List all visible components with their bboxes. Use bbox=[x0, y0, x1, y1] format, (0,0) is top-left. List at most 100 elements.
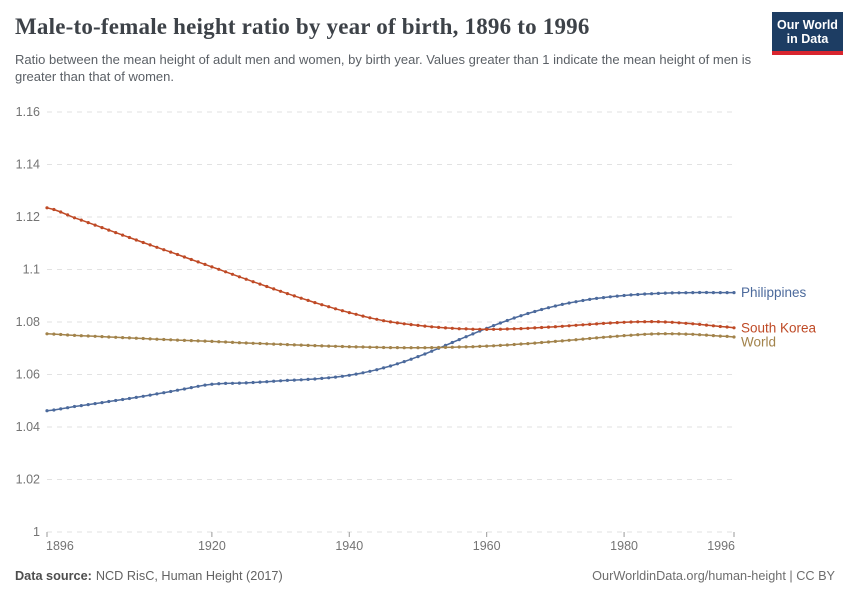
series-line-philippines[interactable] bbox=[46, 291, 735, 412]
data-point[interactable] bbox=[121, 397, 125, 402]
data-point[interactable] bbox=[86, 403, 90, 407]
data-point[interactable] bbox=[512, 327, 516, 331]
data-point[interactable] bbox=[574, 300, 578, 304]
data-point[interactable] bbox=[258, 341, 262, 346]
data-point[interactable] bbox=[546, 340, 551, 344]
data-point[interactable] bbox=[127, 235, 131, 240]
data-point[interactable] bbox=[162, 337, 166, 342]
series-points-world[interactable] bbox=[45, 332, 736, 350]
data-point[interactable] bbox=[684, 321, 688, 325]
data-point[interactable] bbox=[588, 322, 592, 326]
data-point[interactable] bbox=[416, 323, 420, 327]
data-point[interactable] bbox=[533, 341, 537, 345]
data-point[interactable] bbox=[691, 322, 695, 326]
data-point[interactable] bbox=[533, 309, 537, 314]
data-point[interactable] bbox=[711, 324, 716, 328]
data-point[interactable] bbox=[670, 332, 674, 336]
data-point[interactable] bbox=[526, 342, 530, 346]
data-point[interactable] bbox=[320, 303, 324, 307]
data-point[interactable] bbox=[59, 332, 63, 337]
data-point[interactable] bbox=[567, 301, 571, 305]
data-point[interactable] bbox=[498, 327, 502, 331]
data-point[interactable] bbox=[505, 318, 509, 323]
data-point[interactable] bbox=[196, 339, 200, 343]
data-point[interactable] bbox=[292, 343, 296, 347]
series-label-south-korea[interactable]: South Korea bbox=[741, 320, 817, 335]
data-point[interactable] bbox=[409, 346, 413, 350]
data-point[interactable] bbox=[375, 345, 379, 349]
data-point[interactable] bbox=[272, 342, 276, 346]
data-point[interactable] bbox=[533, 326, 537, 330]
data-point[interactable] bbox=[230, 272, 235, 276]
data-point[interactable] bbox=[457, 327, 461, 331]
data-point[interactable] bbox=[210, 339, 214, 343]
data-point[interactable] bbox=[285, 343, 289, 347]
data-point[interactable] bbox=[79, 334, 83, 338]
data-point[interactable] bbox=[567, 338, 571, 342]
data-point[interactable] bbox=[464, 327, 468, 331]
data-point[interactable] bbox=[492, 324, 496, 328]
data-point[interactable] bbox=[306, 298, 310, 302]
data-point[interactable] bbox=[395, 321, 399, 325]
data-point[interactable] bbox=[643, 292, 647, 296]
data-point[interactable] bbox=[347, 373, 351, 377]
data-point[interactable] bbox=[643, 332, 647, 336]
data-point[interactable] bbox=[622, 320, 626, 324]
data-point[interactable] bbox=[519, 327, 523, 331]
data-point[interactable] bbox=[217, 382, 221, 386]
data-point[interactable] bbox=[313, 344, 317, 348]
data-point[interactable] bbox=[402, 346, 406, 350]
data-point[interactable] bbox=[732, 291, 736, 295]
data-point[interactable] bbox=[608, 321, 612, 325]
data-point[interactable] bbox=[224, 381, 228, 385]
data-point[interactable] bbox=[52, 332, 56, 336]
data-point[interactable] bbox=[608, 335, 612, 339]
data-point[interactable] bbox=[354, 312, 358, 316]
data-point[interactable] bbox=[52, 207, 56, 212]
data-point[interactable] bbox=[285, 292, 289, 296]
data-point[interactable] bbox=[395, 346, 399, 350]
data-point[interactable] bbox=[650, 320, 654, 324]
data-point[interactable] bbox=[107, 399, 111, 404]
data-point[interactable] bbox=[485, 344, 489, 348]
data-point[interactable] bbox=[299, 343, 303, 347]
data-point[interactable] bbox=[114, 231, 118, 235]
data-point[interactable] bbox=[169, 389, 173, 394]
data-point[interactable] bbox=[375, 368, 379, 372]
data-point[interactable] bbox=[189, 339, 193, 343]
data-point[interactable] bbox=[93, 223, 97, 227]
data-point[interactable] bbox=[601, 335, 606, 339]
data-point[interactable] bbox=[526, 326, 530, 330]
data-point[interactable] bbox=[272, 379, 276, 383]
data-point[interactable] bbox=[59, 407, 63, 411]
data-point[interactable] bbox=[182, 338, 186, 342]
data-point[interactable] bbox=[66, 333, 70, 337]
data-point[interactable] bbox=[230, 340, 235, 344]
data-point[interactable] bbox=[210, 382, 214, 386]
data-point[interactable] bbox=[279, 342, 283, 346]
data-point[interactable] bbox=[182, 387, 186, 391]
data-point[interactable] bbox=[306, 343, 310, 347]
data-point[interactable] bbox=[553, 325, 558, 329]
data-point[interactable] bbox=[237, 381, 241, 385]
data-point[interactable] bbox=[725, 334, 729, 338]
data-point[interactable] bbox=[45, 206, 49, 210]
data-point[interactable] bbox=[718, 291, 722, 295]
data-point[interactable] bbox=[203, 383, 207, 387]
data-point[interactable] bbox=[368, 345, 372, 349]
data-point[interactable] bbox=[704, 290, 709, 295]
data-point[interactable] bbox=[72, 216, 77, 220]
data-point[interactable] bbox=[560, 324, 564, 328]
data-point[interactable] bbox=[265, 380, 269, 384]
series-label-world[interactable]: World bbox=[741, 334, 776, 349]
data-point[interactable] bbox=[127, 336, 131, 340]
data-point[interactable] bbox=[388, 320, 393, 324]
data-point[interactable] bbox=[79, 218, 83, 222]
data-point[interactable] bbox=[595, 296, 599, 300]
data-point[interactable] bbox=[162, 248, 166, 252]
data-point[interactable] bbox=[203, 262, 207, 266]
data-point[interactable] bbox=[581, 298, 585, 303]
data-point[interactable] bbox=[409, 357, 413, 361]
data-point[interactable] bbox=[155, 392, 159, 396]
data-point[interactable] bbox=[601, 296, 606, 300]
